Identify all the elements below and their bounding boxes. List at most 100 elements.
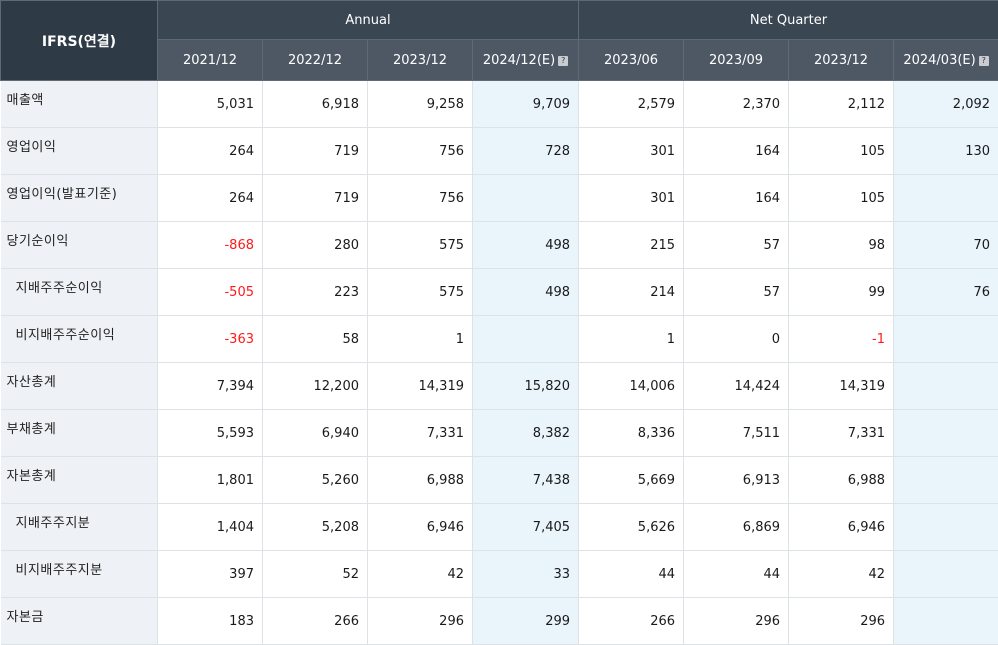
value-cell: 5,593 [158, 410, 263, 457]
value-cell: 99 [789, 269, 894, 316]
value-cell: 2,112 [789, 81, 894, 128]
value-cell: 498 [473, 222, 579, 269]
value-cell: 1,404 [158, 504, 263, 551]
value-cell: 6,940 [263, 410, 368, 457]
value-cell [894, 363, 998, 410]
value-cell: 42 [789, 551, 894, 598]
value-cell: 70 [894, 222, 998, 269]
value-cell: 215 [579, 222, 684, 269]
period-label: 2023/09 [709, 53, 763, 68]
value-cell: 5,031 [158, 81, 263, 128]
value-cell: 7,511 [684, 410, 789, 457]
value-cell: 33 [473, 551, 579, 598]
period-header: 2024/12(E)? [473, 40, 579, 81]
value-cell: 296 [684, 598, 789, 645]
value-cell: 6,946 [789, 504, 894, 551]
value-cell: 5,626 [579, 504, 684, 551]
value-cell: 301 [579, 128, 684, 175]
value-cell: 6,913 [684, 457, 789, 504]
value-cell: 44 [684, 551, 789, 598]
period-label: 2023/12 [393, 53, 447, 68]
period-label: 2023/12 [814, 53, 868, 68]
row-label: 지배주주순이익 [1, 269, 158, 316]
value-cell: 7,394 [158, 363, 263, 410]
value-cell: 105 [789, 128, 894, 175]
value-cell: 7,331 [368, 410, 473, 457]
value-cell: 223 [263, 269, 368, 316]
value-cell [473, 175, 579, 222]
value-cell: 58 [263, 316, 368, 363]
row-label: 부채총계 [1, 410, 158, 457]
value-cell: 2,579 [579, 81, 684, 128]
value-cell [894, 457, 998, 504]
value-cell: 1,801 [158, 457, 263, 504]
value-cell: 14,006 [579, 363, 684, 410]
info-square-icon[interactable]: ? [558, 56, 568, 66]
value-cell: 280 [263, 222, 368, 269]
period-header: 2024/03(E)? [894, 40, 998, 81]
value-cell: 7,438 [473, 457, 579, 504]
value-cell [894, 598, 998, 645]
value-cell: -1 [789, 316, 894, 363]
value-cell: 575 [368, 269, 473, 316]
value-cell [473, 316, 579, 363]
value-cell [894, 551, 998, 598]
value-cell: 8,382 [473, 410, 579, 457]
value-cell: 42 [368, 551, 473, 598]
value-cell: 130 [894, 128, 998, 175]
period-label: 2024/12(E) [483, 53, 555, 68]
value-cell: 14,319 [368, 363, 473, 410]
period-header: 2023/09 [684, 40, 789, 81]
value-cell: -868 [158, 222, 263, 269]
value-cell: 301 [579, 175, 684, 222]
value-cell: 6,869 [684, 504, 789, 551]
value-cell: 719 [263, 175, 368, 222]
period-header: 2023/12 [789, 40, 894, 81]
annual-group-header: Annual [158, 1, 579, 40]
value-cell: 299 [473, 598, 579, 645]
value-cell: 264 [158, 175, 263, 222]
value-cell: 296 [368, 598, 473, 645]
value-cell: 719 [263, 128, 368, 175]
value-cell: 15,820 [473, 363, 579, 410]
period-label: 2021/12 [183, 53, 237, 68]
value-cell: 6,946 [368, 504, 473, 551]
period-label: 2023/06 [604, 53, 658, 68]
value-cell: 6,988 [368, 457, 473, 504]
row-label: 자본총계 [1, 457, 158, 504]
info-square-icon[interactable]: ? [979, 56, 989, 66]
value-cell: 498 [473, 269, 579, 316]
value-cell: 12,200 [263, 363, 368, 410]
value-cell: 1 [368, 316, 473, 363]
value-cell: 266 [579, 598, 684, 645]
row-label: 비지배주주지분 [1, 551, 158, 598]
period-header: 2023/12 [368, 40, 473, 81]
row-label: 영업이익 [1, 128, 158, 175]
value-cell: 728 [473, 128, 579, 175]
row-label: 영업이익(발표기준) [1, 175, 158, 222]
value-cell: 214 [579, 269, 684, 316]
period-header: 2022/12 [263, 40, 368, 81]
value-cell: 164 [684, 128, 789, 175]
value-cell: 9,709 [473, 81, 579, 128]
value-cell: 266 [263, 598, 368, 645]
value-cell: 14,319 [789, 363, 894, 410]
value-cell: 52 [263, 551, 368, 598]
value-cell: 76 [894, 269, 998, 316]
value-cell: 98 [789, 222, 894, 269]
row-label: 당기순이익 [1, 222, 158, 269]
row-label: 비지배주주순이익 [1, 316, 158, 363]
value-cell: 756 [368, 175, 473, 222]
period-label: 2022/12 [288, 53, 342, 68]
value-cell [894, 504, 998, 551]
value-cell: -363 [158, 316, 263, 363]
